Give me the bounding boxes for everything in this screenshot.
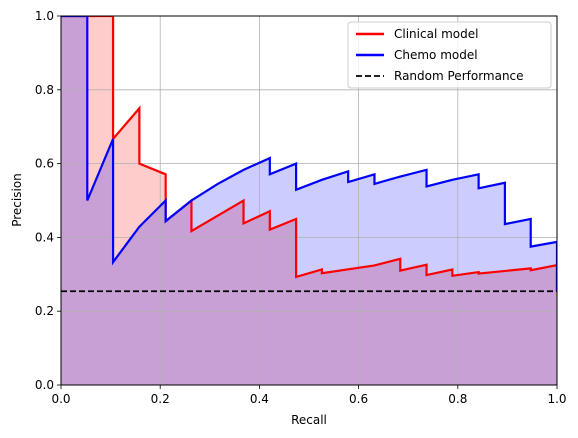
legend-label-clinical: Clinical model — [394, 27, 478, 41]
x-axis-label: Recall — [291, 413, 327, 427]
legend: Clinical model Chemo model Random Perfor… — [347, 21, 552, 89]
x-tick-label: 0.8 — [448, 392, 467, 406]
legend-label-random: Random Performance — [394, 69, 524, 83]
x-tick-label: 0.0 — [51, 392, 70, 406]
y-tick-label: 0.0 — [35, 378, 54, 392]
y-tick-label: 0.2 — [35, 304, 54, 318]
y-tick-label: 0.4 — [35, 230, 54, 244]
y-tick-label: 0.8 — [35, 83, 54, 97]
overlap-fill-area — [61, 16, 557, 385]
fill-areas — [61, 16, 557, 385]
x-tick-label: 1.0 — [547, 392, 566, 406]
legend-label-chemo: Chemo model — [394, 48, 478, 62]
series-lines — [61, 16, 557, 292]
y-tick-label: 1.0 — [35, 9, 54, 23]
y-tick-label: 0.6 — [35, 157, 54, 171]
x-tick-label: 0.2 — [151, 392, 170, 406]
legend-box — [347, 21, 552, 89]
x-tick-label: 0.4 — [250, 392, 269, 406]
x-tick-label: 0.6 — [349, 392, 368, 406]
plot-frame — [60, 15, 558, 386]
clinical-model-line — [61, 16, 557, 292]
y-axis-label: Precision — [10, 173, 24, 227]
chemo-model-line — [61, 16, 557, 292]
axis-ticks: 0.0 0.2 0.4 0.6 0.8 1.0 0.0 0.2 0.4 0.6 0.8 1.0 — [35, 9, 567, 406]
